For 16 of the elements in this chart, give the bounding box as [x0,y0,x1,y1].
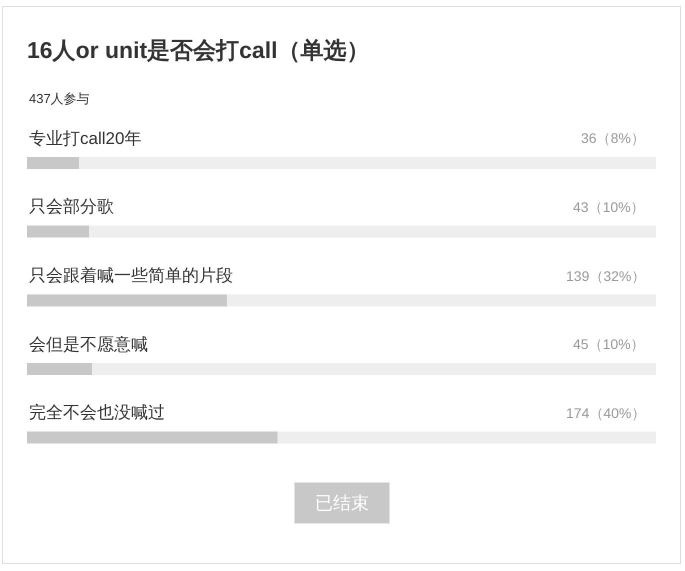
bar [27,156,79,169]
y-tick-label: 会但是不愿意喊 [29,335,148,354]
y-tick-label: 只会部分歌 [29,197,114,216]
data-label: 139（32%） [566,268,646,284]
data-label: 174（40%） [566,405,646,421]
bar [27,226,89,238]
data-label: 43（10%） [573,199,645,215]
data-label: 36（8%） [581,130,645,146]
data-label: 45（10%） [573,336,645,352]
y-tick-label: 只会跟着喊一些简单的片段 [29,266,233,285]
chart-title: 16人or unit是否会打call（单选） [27,37,370,64]
y-tick-label: 完全不会也没喊过 [29,403,165,422]
bar [27,362,92,375]
y-tick-label: 专业打call20年 [29,129,142,148]
chart-subtitle: 437人参与 [29,91,90,106]
bar [27,294,228,306]
